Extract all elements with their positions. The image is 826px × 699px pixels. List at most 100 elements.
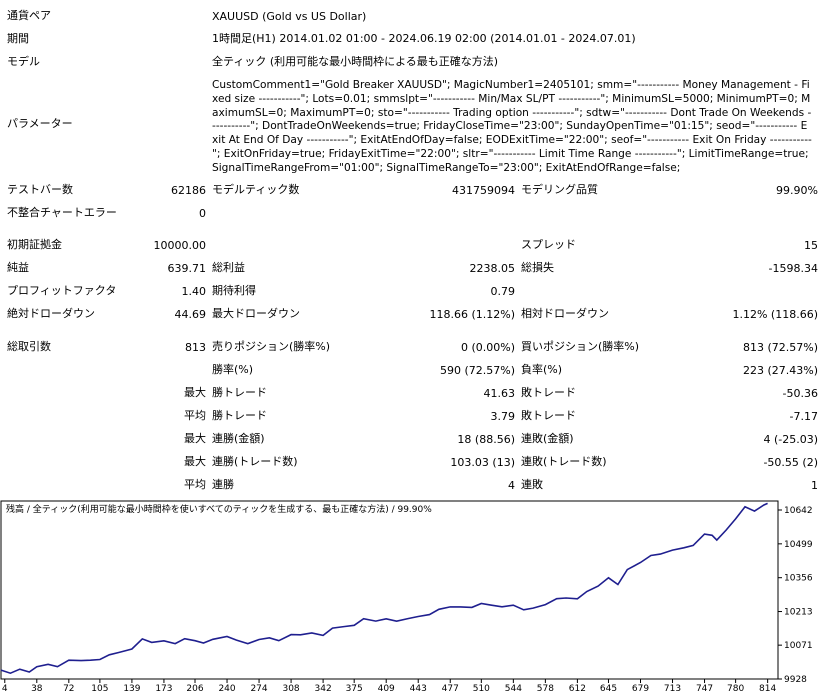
max-cons-losses-label: 連敗(金額) xyxy=(521,432,574,445)
payoff-value: 0.79 xyxy=(490,285,516,298)
params-label: パラメーター xyxy=(7,117,73,130)
largest-loss-label: 敗トレード xyxy=(521,386,576,399)
x-tick-label: 409 xyxy=(378,684,395,694)
deposit-label: 初期証拠金 xyxy=(7,238,62,251)
avg-cons-wins-value: 4 xyxy=(508,479,515,492)
avg-cons-wins-label: 連勝 xyxy=(212,478,234,491)
pf-value: 1.40 xyxy=(181,285,207,298)
x-tick-label: 578 xyxy=(537,684,554,694)
y-tick-label: 10499 xyxy=(784,540,813,550)
avg-win-value: 3.79 xyxy=(490,410,516,423)
period-label: 期間 xyxy=(7,32,29,45)
period-value: 1時間足(H1) 2014.01.02 01:00 - 2024.06.19 0… xyxy=(212,32,636,45)
avg-cons-losses-label: 連敗 xyxy=(521,478,543,491)
trades-value: 813 xyxy=(185,341,206,354)
net-value: 639.71 xyxy=(167,262,207,275)
mismatch-label: 不整合チャートエラー xyxy=(7,206,117,219)
deposit-value: 10000.00 xyxy=(153,239,207,252)
quality-value: 99.90% xyxy=(776,184,818,197)
balance-series-line xyxy=(0,502,768,675)
x-tick-label: 477 xyxy=(442,684,459,694)
x-tick-label: 443 xyxy=(410,684,427,694)
loss-pct-value: 223 (27.43%) xyxy=(742,364,818,377)
x-tick-label: 645 xyxy=(600,684,617,694)
spread-label: スプレッド xyxy=(521,238,576,251)
gross-loss-label: 総損失 xyxy=(521,261,554,274)
max-dd-label: 最大ドローダウン xyxy=(212,307,300,320)
max-word: 最大 xyxy=(184,432,206,445)
x-tick-label: 308 xyxy=(282,684,299,694)
x-tick-label: 612 xyxy=(569,684,586,694)
spread-value: 15 xyxy=(804,239,818,252)
loss-pct-label: 負率(%) xyxy=(521,363,563,376)
abs-dd-label: 絶対ドローダウン xyxy=(7,307,95,320)
balance-chart-svg: 残高 / 全ティック(利用可能な最小時間枠を使いすべてのティックを生成する、最も… xyxy=(0,500,813,694)
trades-label: 総取引数 xyxy=(7,340,51,353)
avg-word: 平均 xyxy=(184,409,206,422)
model-value: 全ティック (利用可能な最小時間枠による最も正確な方法) xyxy=(212,55,499,68)
bars-label: テストバー数 xyxy=(7,183,73,196)
symbol-value: XAUUSD (Gold vs US Dollar) xyxy=(212,10,367,23)
max-dd-value: 118.66 (1.12%) xyxy=(429,308,515,321)
avg-loss-label: 敗トレード xyxy=(521,409,576,422)
x-tick-label: 814 xyxy=(759,684,776,694)
x-tick-label: 4 xyxy=(2,684,8,694)
gross-loss-value: -1598.34 xyxy=(768,262,818,275)
short-value: 0 (0.00%) xyxy=(460,341,515,354)
rel-dd-label: 相対ドローダウン xyxy=(521,307,609,320)
chart-title: 残高 / 全ティック(利用可能な最小時間枠を使いすべてのティックを生成する、最も… xyxy=(6,503,432,515)
x-tick-label: 747 xyxy=(696,684,713,694)
y-tick-label: 10213 xyxy=(784,608,813,618)
long-value: 813 (72.57%) xyxy=(742,341,818,354)
payoff-label: 期待利得 xyxy=(212,284,256,297)
x-tick-label: 780 xyxy=(727,684,744,694)
max-cons-losses-value: 4 (-25.03) xyxy=(763,433,818,446)
x-tick-label: 713 xyxy=(664,684,681,694)
x-tick-label: 375 xyxy=(346,684,363,694)
ticks-value: 431759094 xyxy=(452,184,515,197)
quality-label: モデリング品質 xyxy=(521,183,598,196)
x-tick-label: 342 xyxy=(315,684,332,694)
y-tick-label: 9928 xyxy=(784,675,807,685)
pf-label: プロフィットファクタ xyxy=(7,284,117,297)
x-tick-label: 544 xyxy=(505,684,522,694)
largest-win-label: 勝トレード xyxy=(212,386,267,399)
x-tick-label: 139 xyxy=(123,684,140,694)
max-cons-wins-value: 18 (88.56) xyxy=(457,433,515,446)
x-tick-label: 105 xyxy=(91,684,108,694)
x-tick-label: 679 xyxy=(632,684,649,694)
win-pct-value: 590 (72.57%) xyxy=(439,364,515,377)
y-tick-label: 10071 xyxy=(784,641,813,651)
max-cons-loss-label: 連敗(トレード数) xyxy=(521,455,607,468)
max-cons-loss-value: -50.55 (2) xyxy=(763,456,818,469)
gross-profit-value: 2238.05 xyxy=(469,262,516,275)
largest-loss-value: -50.36 xyxy=(782,387,818,400)
rel-dd-value: 1.12% (118.66) xyxy=(732,308,818,321)
max-cons-wins-label: 連勝(金額) xyxy=(212,432,265,445)
abs-dd-value: 44.69 xyxy=(174,308,207,321)
x-tick-label: 72 xyxy=(63,684,74,694)
ticks-label: モデルティック数 xyxy=(212,183,300,196)
bars-value: 62186 xyxy=(171,184,206,197)
y-tick-label: 10642 xyxy=(784,506,813,516)
balance-chart: 残高 / 全ティック(利用可能な最小時間枠を使いすべてのティックを生成する、最も… xyxy=(0,498,826,696)
short-label: 売りポジション(勝率%) xyxy=(212,340,331,353)
net-label: 純益 xyxy=(7,261,29,274)
model-label: モデル xyxy=(7,55,40,68)
avg-cons-losses-value: 1 xyxy=(811,479,818,492)
x-tick-label: 274 xyxy=(250,684,267,694)
params-value: CustomComment1="Gold Breaker XAUUSD"; Ma… xyxy=(212,79,812,174)
x-tick-label: 206 xyxy=(186,684,203,694)
y-tick-label: 10356 xyxy=(784,574,813,584)
max-word: 最大 xyxy=(184,455,206,468)
max-cons-profit-label: 連勝(トレード数) xyxy=(212,455,298,468)
x-tick-label: 38 xyxy=(31,684,43,694)
avg-loss-value: -7.17 xyxy=(789,410,818,423)
x-tick-label: 240 xyxy=(218,684,235,694)
max-cons-profit-value: 103.03 (13) xyxy=(450,456,515,469)
long-label: 買いポジション(勝率%) xyxy=(521,340,640,353)
gross-profit-label: 総利益 xyxy=(212,261,245,274)
avg-win-label: 勝トレード xyxy=(212,409,267,422)
win-pct-label: 勝率(%) xyxy=(212,363,254,376)
symbol-label: 通貨ペア xyxy=(7,9,51,22)
